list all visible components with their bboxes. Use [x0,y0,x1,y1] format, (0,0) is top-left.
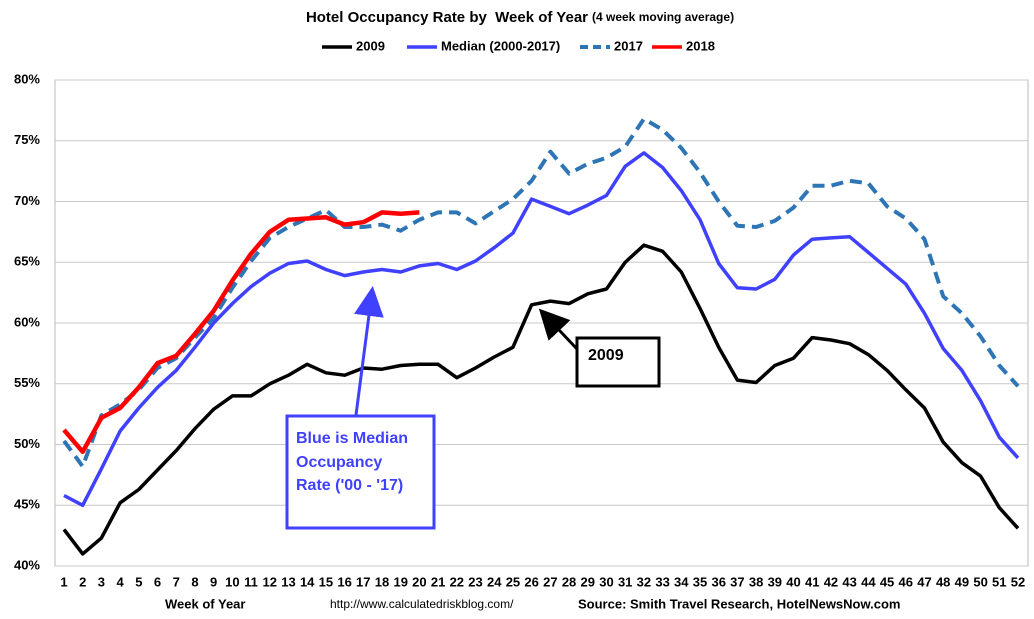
y-tick-label: 50% [14,436,40,451]
x-tick-label: 43 [842,574,856,589]
y-tick-label: 60% [14,314,40,329]
x-tick-label: 45 [880,574,894,589]
x-tick-label: 27 [543,574,557,589]
x-tick-label: 40 [786,574,800,589]
series-line [63,151,1020,508]
x-tick-label: 38 [749,574,763,589]
y-tick-label: 65% [14,254,40,269]
annotation: 2009 [588,347,624,364]
x-tick-label: 41 [805,574,819,589]
y-tick-label: 75% [14,132,40,147]
x-tick-label: 19 [393,574,407,589]
legend-label: Median (2000-2017) [441,38,560,53]
url: http://www.calculatedriskblog.com/ [330,597,514,611]
x-tick-label: 5 [135,574,142,589]
legend-label: 2017 [614,38,643,53]
x-tick-label: 18 [375,574,389,589]
x-tick-label: 8 [191,574,198,589]
x-tick-label: 36 [711,574,725,589]
x-tick-label: 15 [319,574,333,589]
x-tick-label: 1 [60,574,67,589]
x-tick-label: 11 [244,574,258,589]
x-tick-label: 30 [599,574,613,589]
x-tick-label: 26 [524,574,538,589]
x-tick-label: 2 [79,574,86,589]
annotation: Occupancy [296,454,382,471]
x-tick-label: 46 [899,574,913,589]
x-tick-label: 24 [487,574,502,589]
annotation: Rate ('00 - '17) [296,477,403,494]
x-axis-label: Week of Year [165,596,245,611]
x-tick-label: 28 [562,574,576,589]
x-tick-label: 23 [468,574,482,589]
x-tick-label: 44 [861,574,876,589]
legend-label: 2009 [356,38,385,53]
x-tick-label: 35 [693,574,707,589]
x-tick-label: 47 [917,574,931,589]
x-tick-label: 17 [356,574,370,589]
x-tick-label: 33 [655,574,669,589]
x-tick-label: 37 [730,574,744,589]
x-tick-label: 49 [955,574,969,589]
x-tick-label: 6 [154,574,161,589]
x-tick-label: 7 [173,574,180,589]
series-line [62,116,1020,469]
annotation-box [285,414,436,530]
x-tick-label: 51 [992,574,1006,589]
y-tick-label: 55% [14,375,40,390]
subtitle: (4 week moving average) [592,10,734,24]
x-tick-label: 14 [300,574,315,589]
x-tick-label: 32 [637,574,651,589]
x-tick-label: 34 [674,574,689,589]
x-tick-label: 13 [281,574,295,589]
x-tick-label: 20 [412,574,426,589]
x-tick-label: 50 [973,574,987,589]
x-tick-label: 12 [263,574,277,589]
x-tick-label: 9 [210,574,217,589]
x-tick-label: 3 [98,574,105,589]
x-tick-label: 4 [117,574,125,589]
series-line [62,243,1020,556]
source: Source: Smith Travel Research, HotelNews… [578,596,900,611]
x-tick-label: 52 [1011,574,1025,589]
x-tick-label: 25 [506,574,520,589]
arrow [354,286,384,416]
y-tick-label: 70% [14,193,40,208]
x-tick-label: 10 [225,574,239,589]
annotation: Blue is Median [296,430,408,447]
y-tick-label: 80% [14,71,40,86]
series-line [62,210,420,455]
x-tick-label: 31 [618,574,632,589]
title: Hotel Occupancy Rate by Week of Year [306,9,588,26]
y-tick-label: 45% [14,497,40,512]
series [62,116,1020,556]
chart-title: Hotel Occupancy Rate by Week of Year (4 w… [306,9,734,26]
x-tick-label: 22 [450,574,464,589]
x-tick-label: 16 [337,574,351,589]
x-tick-label: 29 [581,574,595,589]
x-tick-label: 42 [824,574,838,589]
legend-label: 2018 [686,38,715,53]
arrow [538,308,579,351]
x-tick-label: 48 [936,574,950,589]
y-tick-label: 40% [14,557,40,572]
x-tick-label: 39 [768,574,782,589]
annotation-box [575,336,661,388]
x-tick-label: 21 [431,574,445,589]
legend: 2009 Median (2000-2017) 2017 2018 [322,38,715,53]
